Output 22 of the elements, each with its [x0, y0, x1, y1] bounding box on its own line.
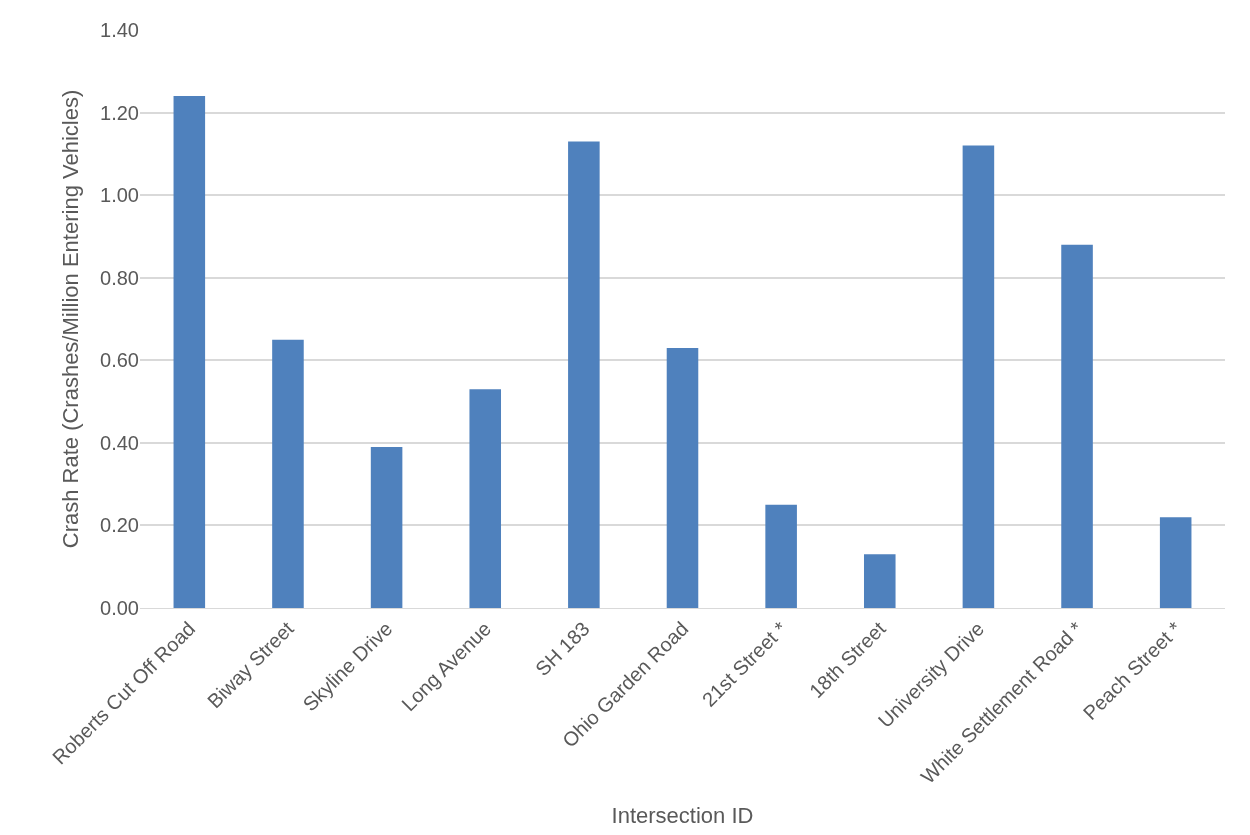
bar [962, 145, 995, 608]
bar [765, 504, 797, 608]
x-tick-label: SH 183 [531, 617, 594, 681]
y-axis-title: Crash Rate (Crashes/Million Entering Vehicles) [57, 89, 83, 549]
bar [863, 554, 896, 608]
y-tick-label: 1.00 [100, 184, 139, 207]
y-tick-label: 1.20 [100, 101, 139, 124]
bar [666, 347, 699, 608]
y-tick-label: 0.80 [100, 266, 139, 289]
y-tick-label: 0.60 [100, 349, 139, 372]
bar [272, 339, 304, 608]
bar [1061, 244, 1093, 608]
bar [469, 389, 502, 608]
bar [568, 141, 600, 608]
y-tick-label: 0.40 [100, 431, 139, 454]
y-tick-label: 0.20 [100, 514, 139, 537]
x-axis-title: Intersection ID [611, 802, 754, 828]
y-tick-label: 0.00 [100, 597, 139, 619]
bar [1159, 517, 1192, 608]
bar [173, 96, 206, 608]
bar [370, 446, 403, 608]
y-tick-label: 1.40 [100, 19, 139, 41]
